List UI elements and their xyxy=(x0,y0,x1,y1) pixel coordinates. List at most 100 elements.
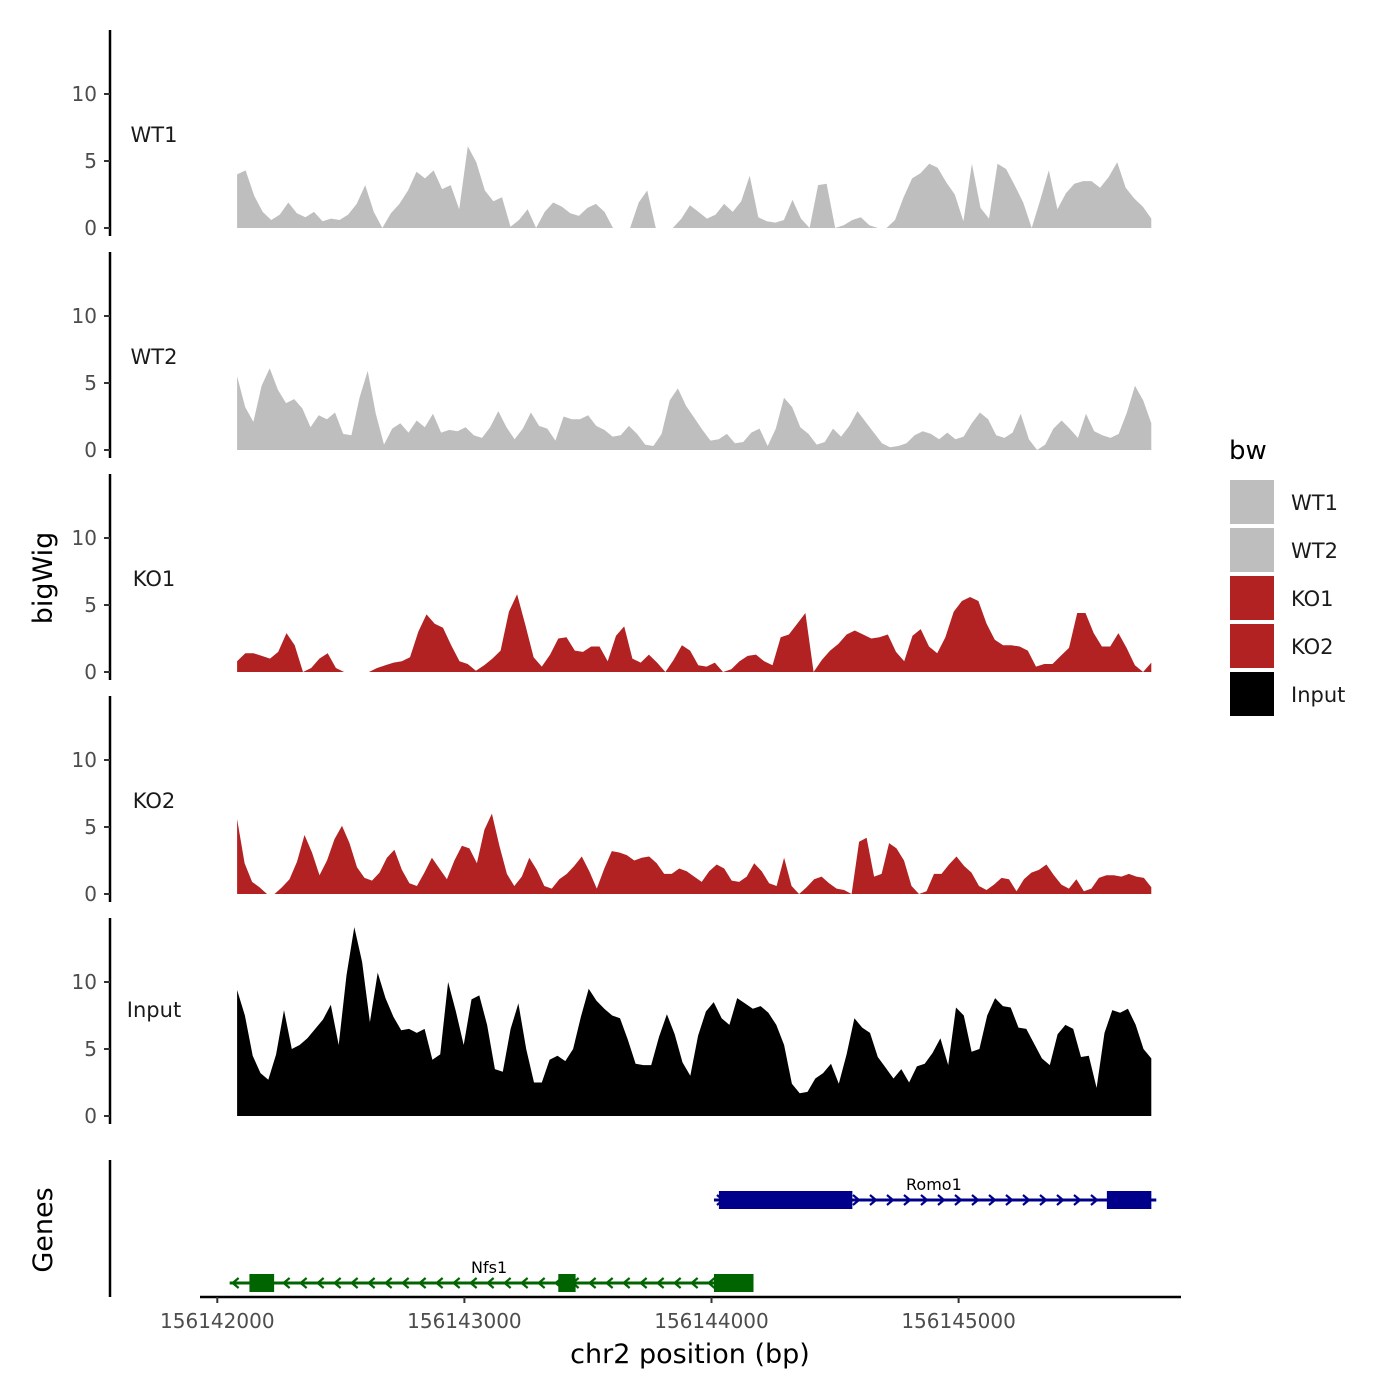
x-tick-label: 156144000 xyxy=(654,1309,769,1333)
exon xyxy=(1106,1191,1152,1209)
strand-chevron xyxy=(1090,1194,1099,1206)
strand-chevron xyxy=(672,1277,682,1289)
y-tick-label: 0 xyxy=(84,660,97,684)
strand-chevron xyxy=(988,1194,997,1206)
strand-chevron xyxy=(434,1277,444,1289)
track-label: WT2 xyxy=(131,345,178,369)
strand-chevron xyxy=(604,1277,614,1289)
strand-chevron xyxy=(400,1277,410,1289)
gene-track: Nfs1 Romo1 xyxy=(108,1160,1157,1297)
track-ko2: 0 5 10 KO2 xyxy=(72,696,1152,906)
strand-chevron xyxy=(903,1194,912,1206)
exon xyxy=(713,1274,754,1292)
y-tick-label: 0 xyxy=(84,882,97,906)
x-axis: 156142000 156143000 156144000 156145000 xyxy=(160,1295,1181,1333)
strand-chevron xyxy=(1022,1194,1031,1206)
legend-key-input xyxy=(1230,672,1274,716)
x-tick-label: 156143000 xyxy=(407,1309,522,1333)
y-axis-title: bigWig xyxy=(28,532,59,625)
strand-chevron xyxy=(689,1277,699,1289)
track-label: KO2 xyxy=(133,789,176,813)
strand-chevron xyxy=(655,1277,665,1289)
x-axis-title: chr2 position (bp) xyxy=(570,1339,810,1370)
strand-chevron xyxy=(1056,1194,1065,1206)
coverage-area-ko2 xyxy=(237,813,1152,894)
strand-chevron xyxy=(468,1277,478,1289)
strand-chevron xyxy=(485,1277,495,1289)
track-input: 0 5 10 Input xyxy=(72,918,1152,1128)
y-tick-label: 5 xyxy=(84,371,97,395)
strand-chevron xyxy=(451,1277,461,1289)
legend-label: WT1 xyxy=(1291,491,1338,515)
track-ko1: 0 5 10 KO1 xyxy=(72,474,1152,684)
gene-label: Nfs1 xyxy=(471,1258,507,1277)
strand-chevron xyxy=(638,1277,648,1289)
strand-chevron xyxy=(852,1194,861,1206)
legend-label: Input xyxy=(1291,683,1345,707)
legend-key-ko1 xyxy=(1230,576,1274,620)
strand-chevron xyxy=(587,1277,597,1289)
strand-chevron xyxy=(536,1277,546,1289)
exon xyxy=(718,1191,853,1209)
strand-chevron xyxy=(332,1277,342,1289)
gene-nfs1: Nfs1 xyxy=(229,1258,754,1292)
y-tick-label: 5 xyxy=(84,815,97,839)
coverage-area-input xyxy=(237,927,1152,1116)
strand-chevron xyxy=(230,1277,240,1289)
strand-chevron xyxy=(366,1277,376,1289)
x-tick-label: 156145000 xyxy=(901,1309,1016,1333)
strand-chevron xyxy=(1073,1194,1082,1206)
legend-label: KO2 xyxy=(1291,635,1334,659)
strand-chevron xyxy=(315,1277,325,1289)
gene-label: Romo1 xyxy=(906,1175,962,1194)
gene-track-title: Genes xyxy=(28,1187,59,1272)
exon xyxy=(249,1274,275,1292)
strand-chevron xyxy=(886,1194,895,1206)
strand-chevron xyxy=(349,1277,359,1289)
track-wt1: 0 5 10 WT1 xyxy=(72,30,1152,240)
strand-chevron xyxy=(281,1277,291,1289)
legend-label: WT2 xyxy=(1291,539,1338,563)
y-tick-label: 10 xyxy=(72,526,97,550)
strand-chevron xyxy=(920,1194,929,1206)
track-wt2: 0 5 10 WT2 xyxy=(72,252,1152,462)
y-tick-label: 10 xyxy=(72,970,97,994)
y-tick-label: 10 xyxy=(72,748,97,772)
y-tick-label: 5 xyxy=(84,149,97,173)
coverage-area-wt2 xyxy=(237,368,1152,450)
strand-chevron xyxy=(971,1194,980,1206)
legend-title: bw xyxy=(1229,436,1267,466)
strand-chevron xyxy=(519,1277,529,1289)
legend-key-ko2 xyxy=(1230,624,1274,668)
track-label: Input xyxy=(127,998,181,1022)
exon xyxy=(558,1274,576,1292)
strand-chevron xyxy=(1039,1194,1048,1206)
x-tick-label: 156142000 xyxy=(160,1309,275,1333)
strand-chevron xyxy=(937,1194,946,1206)
strand-chevron xyxy=(954,1194,963,1206)
strand-chevron xyxy=(417,1277,427,1289)
track-label: WT1 xyxy=(131,123,178,147)
y-tick-label: 0 xyxy=(84,216,97,240)
y-tick-label: 5 xyxy=(84,593,97,617)
coverage-tracks: 0 5 10 WT1 0 5 10 WT2 0 5 10 KO1 0 5 10 KO2 0 5 10 Input xyxy=(72,30,1152,1128)
strand-chevron xyxy=(502,1277,512,1289)
y-tick-label: 0 xyxy=(84,438,97,462)
strand-chevron xyxy=(298,1277,308,1289)
strand-chevron xyxy=(869,1194,878,1206)
legend-label: KO1 xyxy=(1291,587,1334,611)
y-tick-label: 10 xyxy=(72,82,97,106)
legend: bw WT1 WT2 KO1 KO2 Input xyxy=(1229,436,1345,716)
strand-chevron xyxy=(1005,1194,1014,1206)
legend-key-wt1 xyxy=(1230,480,1274,524)
y-tick-label: 10 xyxy=(72,304,97,328)
strand-chevron xyxy=(621,1277,631,1289)
y-tick-label: 5 xyxy=(84,1037,97,1061)
track-label: KO1 xyxy=(133,567,176,591)
y-tick-label: 0 xyxy=(84,1104,97,1128)
gene-romo1: Romo1 xyxy=(713,1175,1157,1209)
coverage-area-wt1 xyxy=(237,146,1152,228)
legend-key-wt2 xyxy=(1230,528,1274,572)
strand-chevron xyxy=(706,1277,716,1289)
